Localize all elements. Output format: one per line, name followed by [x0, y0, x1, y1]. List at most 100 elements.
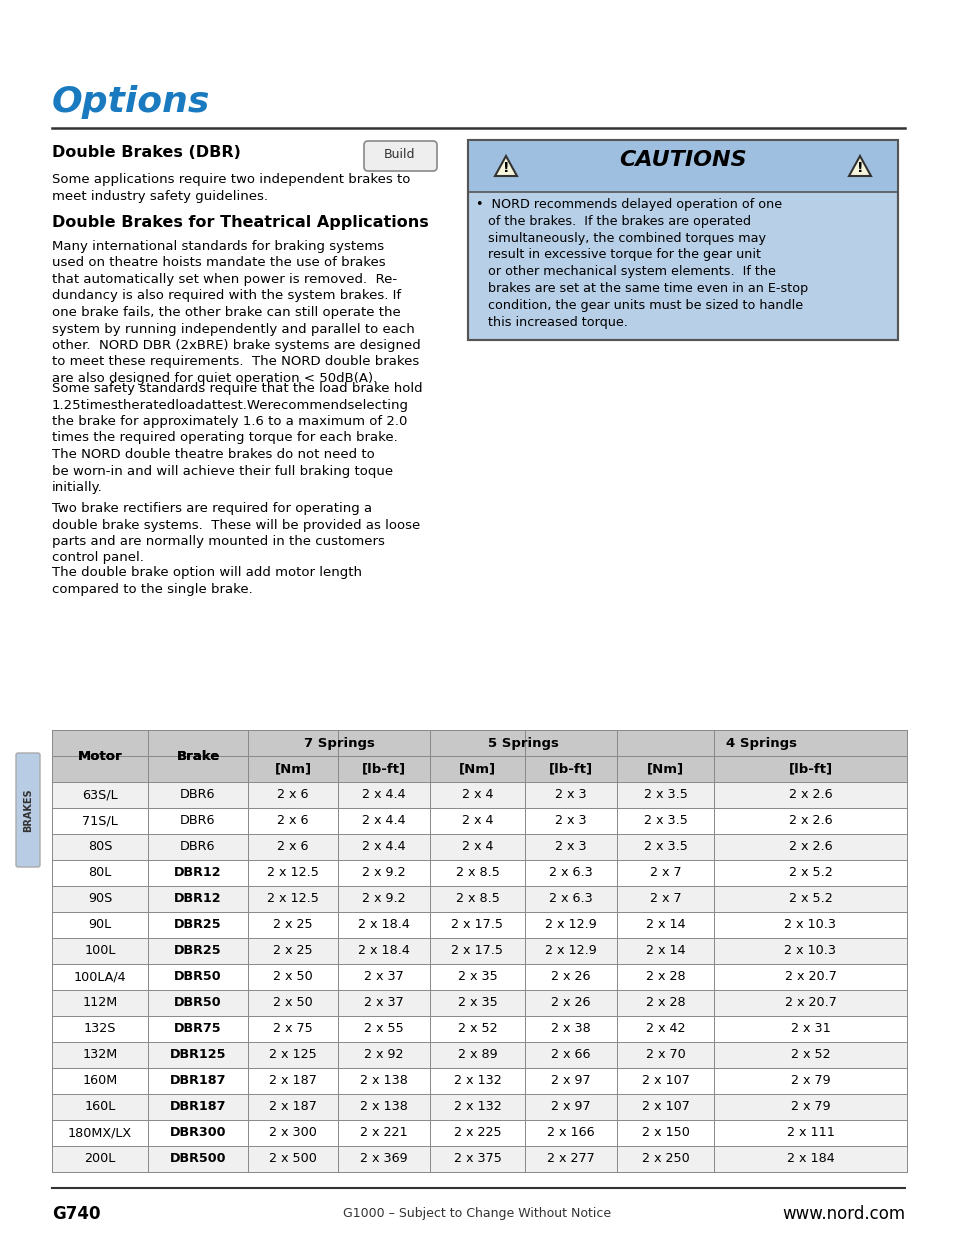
Text: 80L: 80L [89, 867, 112, 879]
Text: !: ! [856, 161, 862, 175]
Text: 100L: 100L [84, 945, 115, 957]
Bar [52, 782, 906, 808]
Text: 2 x 25: 2 x 25 [273, 945, 313, 957]
Text: [Nm]: [Nm] [646, 762, 683, 776]
Text: 2 x 31: 2 x 31 [790, 1023, 829, 1035]
Text: 2 x 50: 2 x 50 [273, 997, 313, 1009]
Text: Double Brakes (DBR): Double Brakes (DBR) [52, 144, 240, 161]
Text: 90L: 90L [89, 919, 112, 931]
Text: 2 x 4: 2 x 4 [461, 788, 493, 802]
Text: 2 x 55: 2 x 55 [364, 1023, 403, 1035]
Text: DBR75: DBR75 [174, 1023, 222, 1035]
Text: 2 x 300: 2 x 300 [269, 1126, 316, 1140]
Bar [52, 1094, 906, 1120]
Bar [52, 965, 906, 990]
Bar [52, 1016, 906, 1042]
Text: DBR6: DBR6 [180, 815, 215, 827]
Text: 2 x 52: 2 x 52 [457, 1023, 497, 1035]
Text: 63S/L: 63S/L [82, 788, 117, 802]
Text: 2 x 166: 2 x 166 [547, 1126, 594, 1140]
Bar [52, 990, 906, 1016]
Text: 2 x 2.6: 2 x 2.6 [788, 815, 831, 827]
Text: Motor: Motor [77, 750, 122, 762]
Text: 2 x 37: 2 x 37 [364, 971, 403, 983]
Text: 2 x 12.9: 2 x 12.9 [544, 945, 597, 957]
Text: BRAKES: BRAKES [23, 788, 33, 832]
Text: 2 x 6: 2 x 6 [277, 788, 309, 802]
Text: Motor: Motor [77, 750, 122, 762]
Text: 2 x 277: 2 x 277 [547, 1152, 595, 1166]
Text: !: ! [502, 161, 509, 175]
Text: DBR187: DBR187 [170, 1074, 226, 1088]
Bar [468, 140, 897, 191]
Text: 2 x 12.5: 2 x 12.5 [267, 893, 318, 905]
Text: 2 x 75: 2 x 75 [273, 1023, 313, 1035]
Text: 2 x 3.5: 2 x 3.5 [643, 815, 687, 827]
Text: 2 x 111: 2 x 111 [785, 1126, 834, 1140]
FancyBboxPatch shape [16, 753, 40, 867]
Text: 2 x 187: 2 x 187 [269, 1074, 316, 1088]
FancyBboxPatch shape [364, 141, 436, 170]
Text: 160M: 160M [82, 1074, 117, 1088]
Bar [52, 1042, 906, 1068]
Text: Some safety standards require that the load brake hold
1.25timestheratedloadatte: Some safety standards require that the l… [52, 382, 422, 445]
Text: 2 x 4.4: 2 x 4.4 [362, 841, 405, 853]
Text: 2 x 6: 2 x 6 [277, 841, 309, 853]
Text: 2 x 138: 2 x 138 [359, 1074, 408, 1088]
Text: 80S: 80S [88, 841, 112, 853]
Text: Double Brakes for Theatrical Applications: Double Brakes for Theatrical Application… [52, 215, 428, 230]
Bar [52, 756, 906, 782]
Text: 2 x 4: 2 x 4 [461, 841, 493, 853]
Bar [52, 885, 906, 911]
Text: 7 Springs: 7 Springs [303, 736, 374, 750]
Text: 2 x 28: 2 x 28 [645, 971, 684, 983]
Text: 2 x 138: 2 x 138 [359, 1100, 408, 1114]
Text: 2 x 70: 2 x 70 [645, 1049, 684, 1062]
Text: 2 x 14: 2 x 14 [645, 919, 684, 931]
Text: DBR25: DBR25 [174, 919, 222, 931]
Text: 2 x 7: 2 x 7 [649, 867, 680, 879]
Text: 2 x 221: 2 x 221 [360, 1126, 407, 1140]
Text: 2 x 3: 2 x 3 [555, 788, 586, 802]
Text: 2 x 6.3: 2 x 6.3 [549, 867, 592, 879]
Text: Many international standards for braking systems
used on theatre hoists mandate : Many international standards for braking… [52, 240, 420, 385]
Text: G1000 – Subject to Change Without Notice: G1000 – Subject to Change Without Notice [342, 1207, 611, 1220]
Bar [468, 140, 897, 340]
Text: 100LA/4: 100LA/4 [73, 971, 126, 983]
Text: 2 x 6.3: 2 x 6.3 [549, 893, 592, 905]
Text: The double brake option will add motor length
compared to the single brake.: The double brake option will add motor l… [52, 566, 361, 595]
Text: 2 x 66: 2 x 66 [551, 1049, 590, 1062]
Text: 2 x 52: 2 x 52 [790, 1049, 829, 1062]
Text: 2 x 132: 2 x 132 [453, 1074, 501, 1088]
Text: 2 x 50: 2 x 50 [273, 971, 313, 983]
Text: 71S/L: 71S/L [82, 815, 118, 827]
Text: DBR187: DBR187 [170, 1100, 226, 1114]
Text: DBR125: DBR125 [170, 1049, 226, 1062]
Bar [52, 911, 906, 939]
Text: 112M: 112M [82, 997, 117, 1009]
Text: 2 x 26: 2 x 26 [551, 997, 590, 1009]
Text: 2 x 12.5: 2 x 12.5 [267, 867, 318, 879]
Text: 2 x 3.5: 2 x 3.5 [643, 841, 687, 853]
Text: DBR12: DBR12 [174, 867, 222, 879]
Text: [Nm]: [Nm] [458, 762, 496, 776]
Text: 2 x 8.5: 2 x 8.5 [456, 867, 499, 879]
Text: 2 x 26: 2 x 26 [551, 971, 590, 983]
Polygon shape [495, 156, 517, 177]
Text: 2 x 14: 2 x 14 [645, 945, 684, 957]
Text: Options: Options [52, 85, 211, 119]
Text: 2 x 4.4: 2 x 4.4 [362, 815, 405, 827]
Text: 2 x 6: 2 x 6 [277, 815, 309, 827]
Polygon shape [848, 156, 870, 177]
Text: DBR300: DBR300 [170, 1126, 226, 1140]
Text: 2 x 18.4: 2 x 18.4 [357, 919, 410, 931]
Bar [52, 808, 906, 834]
Text: DBR25: DBR25 [174, 945, 222, 957]
Text: 2 x 89: 2 x 89 [457, 1049, 497, 1062]
Text: DBR50: DBR50 [174, 997, 222, 1009]
Text: 2 x 187: 2 x 187 [269, 1100, 316, 1114]
Text: 2 x 2.6: 2 x 2.6 [788, 788, 831, 802]
Text: 2 x 3.5: 2 x 3.5 [643, 788, 687, 802]
Text: [lb-ft]: [lb-ft] [361, 762, 406, 776]
Text: 2 x 10.3: 2 x 10.3 [783, 919, 836, 931]
